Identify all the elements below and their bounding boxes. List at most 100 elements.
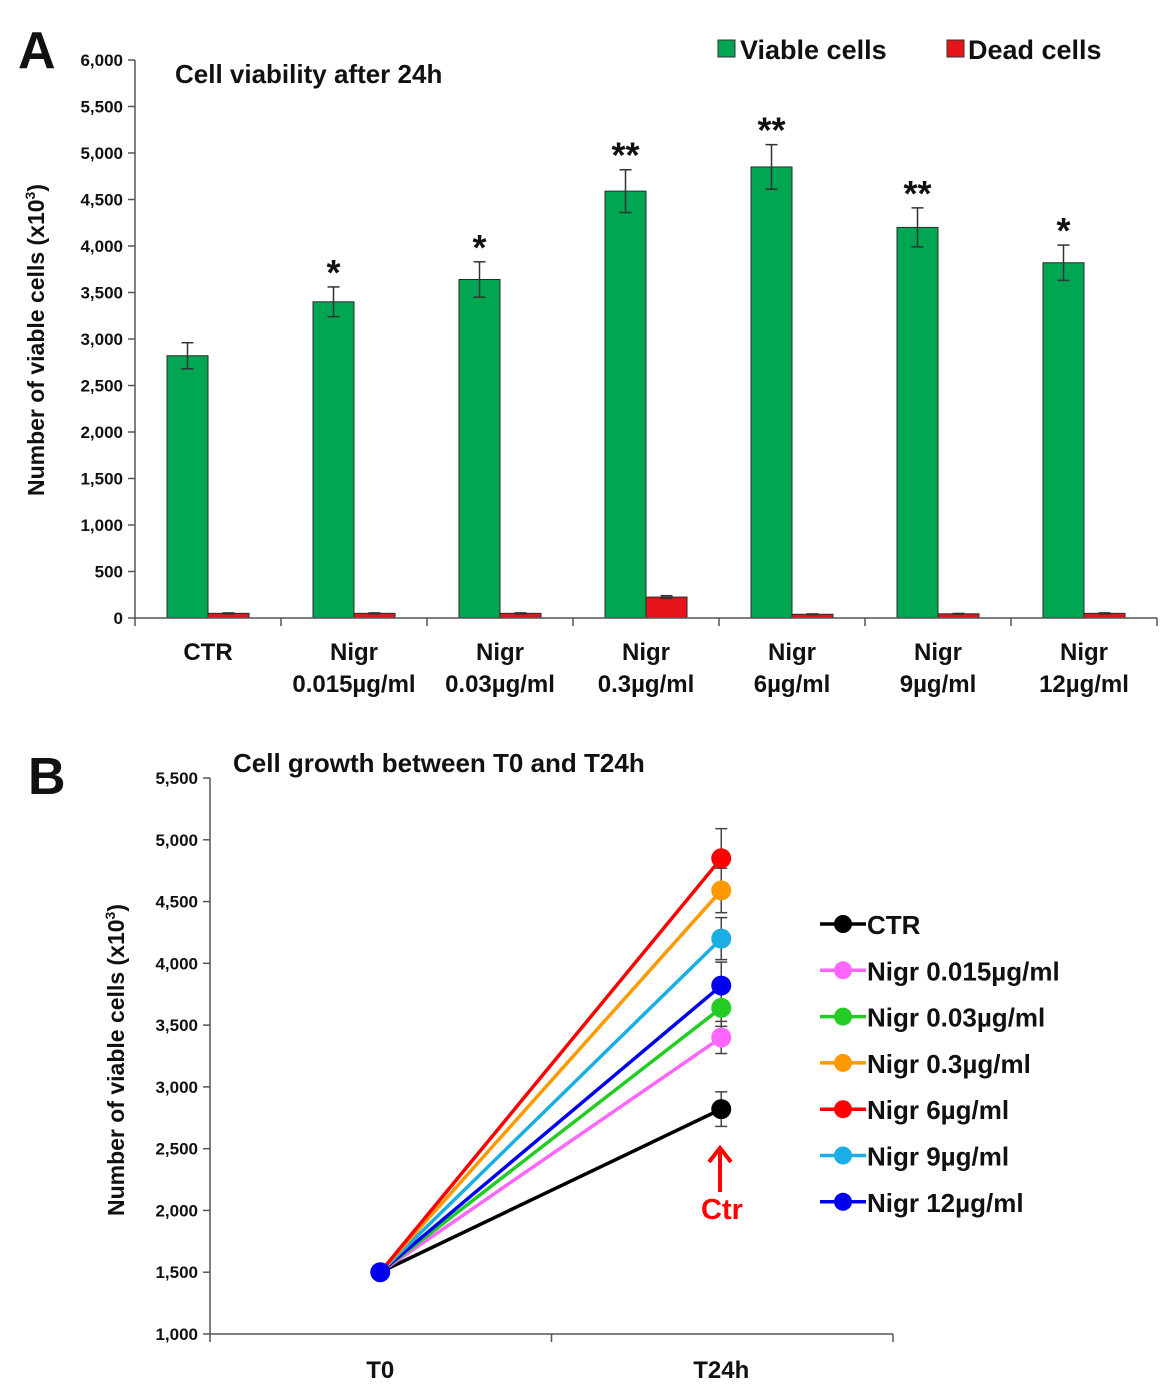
- category-label-4-line2: 0.3µg/ml: [598, 671, 695, 698]
- point-nigr-6-g-ml-t24h: [711, 848, 732, 869]
- significance-mark-4: **: [611, 135, 639, 176]
- point-nigr-9-g-ml-t24h: [711, 928, 732, 949]
- y-tick-label: 4,500: [155, 893, 198, 912]
- legend-item-dead-cells: Dead cells: [946, 35, 1102, 65]
- series-line-nigr-6-g-ml: [378, 857, 723, 1274]
- panel-a-y-axis: 0 500 1,000 1,500 2,000 2,500 3,000 3,500 4,000 4…: [80, 51, 136, 628]
- point-nigr-0-3-g-ml-t24h: [711, 880, 732, 901]
- y-tick-label: 5,500: [80, 98, 123, 117]
- panel-a-x-axis: CTR Nigr 0.015µg/ml Nigr 0.03µg/ml Nigr 0.3µg/…: [134, 617, 1158, 698]
- error-bar-dead-cells-4: [660, 594, 673, 600]
- legend-marker: [834, 961, 852, 980]
- error-bar-dead-cells-1: [222, 612, 235, 615]
- legend-marker: [834, 915, 852, 933]
- panel-b-lines: [378, 857, 723, 1274]
- significance-mark-2: *: [326, 252, 340, 293]
- point-nigr-12-g-ml-t24h: [711, 975, 732, 996]
- y-tick-label: 500: [95, 563, 123, 582]
- y-tick-label: 3,500: [80, 284, 123, 303]
- x-category-label-t24h: T24h: [693, 1357, 749, 1384]
- y-tick-label: 1,000: [155, 1325, 198, 1344]
- x-category-label-t0: T0: [366, 1357, 394, 1384]
- panel-b-axes: 1,000 1,500 2,000 2,500 3,000 3,500 4,000 4,500…: [155, 769, 894, 1384]
- category-label-7-line1: Nigr: [1060, 639, 1108, 666]
- panel-b: B Cell growth between T0 and T24h 1,0001…: [28, 748, 1060, 1384]
- series-line-nigr-0-03-g-ml: [379, 1006, 723, 1274]
- y-tick-label: 6,000: [80, 51, 123, 70]
- y-tick-label: 2,000: [155, 1201, 198, 1220]
- legend-item-nigr-0-03-g-ml: Nigr 0.03µg/ml: [820, 1003, 1045, 1033]
- panel-b-title: Cell growth between T0 and T24h: [233, 748, 645, 778]
- ctr-annotation-label: Ctr: [701, 1194, 743, 1226]
- panel-a-legend: Viable cells Dead cells: [717, 35, 1102, 65]
- error-bar-viable-cells-6: [911, 207, 924, 248]
- legend-item-nigr-0-015-g-ml: Nigr 0.015µg/ml: [820, 956, 1060, 986]
- bar-viable-cells-7: [1042, 262, 1085, 619]
- panel-b-legend: CTR Nigr 0.015µg/ml Nigr 0.03µg/ml Nigr 0.3…: [820, 910, 1060, 1218]
- legend-label: Nigr 0.03µg/ml: [867, 1003, 1045, 1033]
- panel-b-y-axis-label: Number of viable cells (x103): [102, 904, 129, 1216]
- y-tick-label: 4,000: [155, 954, 198, 973]
- y-tick-label: 3,000: [155, 1078, 198, 1097]
- series-line-nigr-0-3-g-ml: [378, 889, 723, 1274]
- error-bar-viable-cells-3: [473, 261, 486, 298]
- y-tick-label: 1,500: [80, 470, 123, 489]
- error-bar-dead-cells-2: [368, 612, 381, 615]
- ctr-annotation: Ctr: [701, 1144, 743, 1226]
- legend-label: Nigr 0.015µg/ml: [867, 956, 1060, 986]
- legend-label-viable: Viable cells: [740, 35, 887, 65]
- significance-mark-6: **: [903, 173, 931, 214]
- y-tick-label: 4,500: [80, 191, 123, 210]
- legend-marker: [834, 1192, 852, 1211]
- point-t0: [370, 1262, 391, 1283]
- significance-mark-3: *: [472, 227, 486, 268]
- category-label-2-line2: 0.015µg/ml: [292, 671, 415, 698]
- error-bar-viable-cells-2: [327, 286, 340, 318]
- legend-item-nigr-0-3-g-ml: Nigr 0.3µg/ml: [820, 1049, 1031, 1079]
- y-tick-label: 2,500: [155, 1140, 198, 1159]
- legend-item-nigr-12-g-ml: Nigr 12µg/ml: [820, 1188, 1024, 1218]
- y-tick-label: 3,500: [155, 1016, 198, 1035]
- category-label-5-line2: 6µg/ml: [754, 671, 831, 698]
- legend-item-nigr-6-g-ml: Nigr 6µg/ml: [820, 1095, 1009, 1125]
- panel-b-points: [370, 848, 732, 1283]
- bar-viable-cells-5: [750, 166, 793, 619]
- error-bar-dead-cells-6: [952, 612, 965, 615]
- legend-marker: [834, 1007, 852, 1026]
- legend-marker: [834, 1100, 852, 1119]
- panel-a-bars: [166, 166, 1126, 619]
- error-bar-dead-cells-7: [1098, 612, 1111, 615]
- legend-swatch-dead: [946, 39, 965, 58]
- panel-a-error-bars: [181, 143, 1111, 616]
- legend-label: Nigr 9µg/ml: [867, 1142, 1009, 1172]
- y-tick-label: 1,000: [80, 516, 123, 535]
- panel-a: A Cell viability after 24h 0 500 1,000 1,50…: [18, 22, 1158, 698]
- series-line-nigr-12-g-ml: [379, 984, 723, 1274]
- legend-label: Nigr 6µg/ml: [867, 1095, 1009, 1125]
- panel-a-title: Cell viability after 24h: [175, 59, 442, 89]
- panel-a-y-axis-label: Number of viable cells (x103): [22, 184, 49, 496]
- bar-viable-cells-2: [312, 301, 355, 619]
- y-tick-label: 4,000: [80, 237, 123, 256]
- y-tick-label: 2,500: [80, 377, 123, 396]
- category-label-7-line2: 12µg/ml: [1039, 671, 1129, 698]
- bar-viable-cells-4: [604, 190, 647, 619]
- y-tick-label: 5,500: [155, 769, 198, 788]
- bar-viable-cells-6: [896, 226, 939, 619]
- error-bar-viable-cells-7: [1057, 244, 1070, 282]
- category-label-3-line1: Nigr: [476, 639, 524, 666]
- error-bar-viable-cells-5: [765, 143, 778, 191]
- y-tick-label: 2,000: [80, 423, 123, 442]
- panel-a-letter: A: [18, 22, 56, 80]
- category-label-5-line1: Nigr: [768, 639, 816, 666]
- category-label-1-line1: CTR: [183, 639, 232, 666]
- y-tick-label: 3,000: [80, 330, 123, 349]
- y-tick-label: 5,000: [155, 831, 198, 850]
- y-tick-label: 1,500: [155, 1263, 198, 1282]
- bar-viable-cells-1: [166, 355, 209, 619]
- y-tick-label: 5,000: [80, 144, 123, 163]
- legend-item-nigr-9-g-ml: Nigr 9µg/ml: [820, 1142, 1009, 1172]
- error-bar-dead-cells-5: [806, 613, 819, 616]
- error-bar-viable-cells-1: [181, 341, 194, 370]
